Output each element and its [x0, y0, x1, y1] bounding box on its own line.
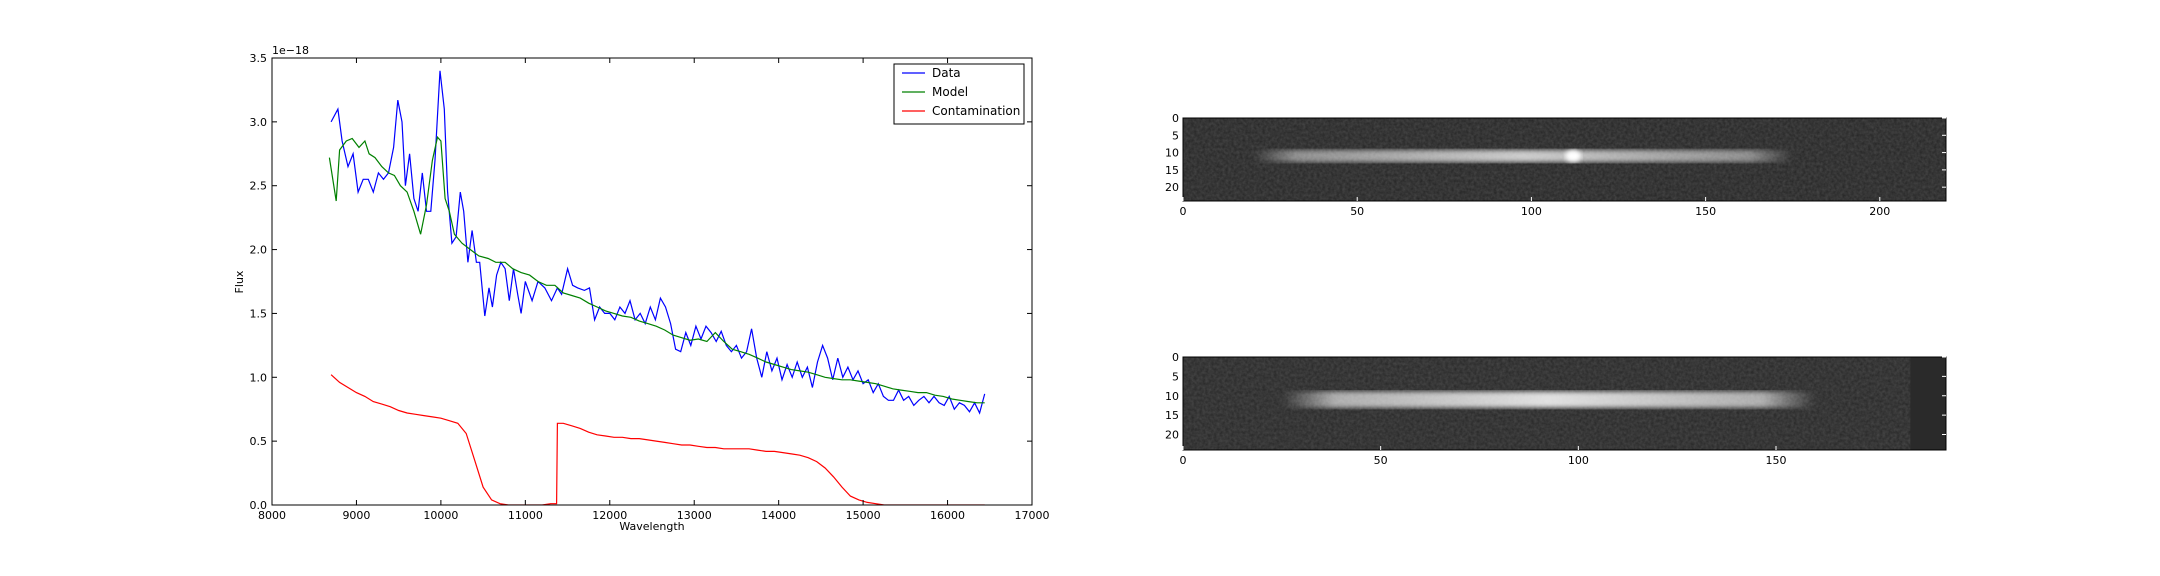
series-line-contamination [330, 374, 985, 505]
y-tick-label: 15 [1165, 164, 1179, 177]
y-tick-label: 5 [1172, 129, 1179, 142]
x-tick-label: 200 [1869, 205, 1890, 218]
y-tick-label: 1.0 [250, 371, 268, 384]
y-tick-label: 10 [1165, 390, 1179, 403]
spectrum-series-group [328, 70, 986, 505]
y-tick-label: 5 [1172, 370, 1179, 383]
spectrum-x-ticks: 8000 9000 10000 11000 12000 13000 14000 15000 16… [258, 58, 1050, 522]
spectrum-x-axis-label: Wavelength [619, 520, 684, 533]
spectrum-y-axis-label: Flux [233, 270, 246, 293]
y-tick-label: 15 [1165, 409, 1179, 422]
legend-label-data: Data [932, 66, 961, 80]
spectrum-image-bottom: 0 50 100 150 0 5 10 15 20 [1165, 351, 1947, 467]
spectrum-offset-label: 1e−18 [272, 44, 309, 57]
spectral-trace [1252, 150, 1793, 163]
image-frame [1182, 117, 1947, 202]
y-tick-label: 0.5 [250, 435, 268, 448]
bright-spot [1565, 150, 1582, 163]
y-tick-label: 2.0 [250, 244, 268, 257]
image-bottom-y-ticks: 0 5 10 15 20 [1165, 351, 1946, 442]
x-tick-label: 12000 [592, 509, 627, 522]
y-tick-label: 0.0 [250, 499, 268, 512]
x-tick-label: 100 [1521, 205, 1542, 218]
y-tick-label: 3.5 [250, 52, 268, 65]
image-top-x-ticks: 0 50 100 150 200 [1180, 197, 1890, 218]
x-tick-label: 9000 [342, 509, 370, 522]
x-tick-label: 11000 [508, 509, 543, 522]
legend-label-contamination: Contamination [932, 104, 1020, 118]
x-tick-label: 15000 [846, 509, 881, 522]
y-tick-label: 0 [1172, 112, 1179, 125]
y-tick-label: 10 [1165, 147, 1179, 160]
image-frame [1182, 356, 1947, 451]
x-tick-label: 13000 [677, 509, 712, 522]
image-top-y-ticks: 0 5 10 15 20 [1165, 112, 1946, 194]
legend-frame [893, 63, 1025, 125]
y-tick-label: 2.5 [250, 180, 268, 193]
x-tick-label: 16000 [930, 509, 965, 522]
image-bottom-x-ticks: 0 50 100 150 [1180, 446, 1787, 467]
spectrum-y-ticks: 0.0 0.5 1.0 1.5 2.0 2.5 3.0 3.5 [250, 52, 1032, 512]
x-tick-label: 150 [1766, 454, 1787, 467]
spectral-trace [1281, 391, 1816, 408]
x-tick-label: 150 [1695, 205, 1716, 218]
x-tick-label: 8000 [258, 509, 286, 522]
y-tick-label: 1.5 [250, 307, 268, 320]
spectrum-plot-frame [271, 57, 1033, 506]
x-tick-label: 100 [1568, 454, 1589, 467]
series-line-data [330, 70, 986, 415]
x-tick-label: 10000 [423, 509, 458, 522]
y-tick-label: 20 [1165, 181, 1179, 194]
x-tick-label: 50 [1374, 454, 1388, 467]
spectrum-legend: Data Model Contamination [893, 63, 1025, 125]
x-tick-label: 0 [1180, 454, 1187, 467]
y-tick-label: 3.0 [250, 116, 268, 129]
x-tick-label: 14000 [761, 509, 796, 522]
y-tick-label: 0 [1172, 351, 1179, 364]
spectrum-image-top: 0 50 100 150 200 0 5 10 15 20 [1165, 112, 1947, 218]
x-tick-label: 17000 [1015, 509, 1050, 522]
series-line-model [328, 135, 985, 404]
y-tick-label: 20 [1165, 429, 1179, 442]
x-tick-label: 50 [1350, 205, 1364, 218]
padded-region [1910, 357, 1946, 450]
spectrum-chart: 8000 9000 10000 11000 12000 13000 14000 15000 16… [233, 44, 1050, 533]
x-tick-label: 0 [1180, 205, 1187, 218]
legend-label-model: Model [932, 85, 968, 99]
